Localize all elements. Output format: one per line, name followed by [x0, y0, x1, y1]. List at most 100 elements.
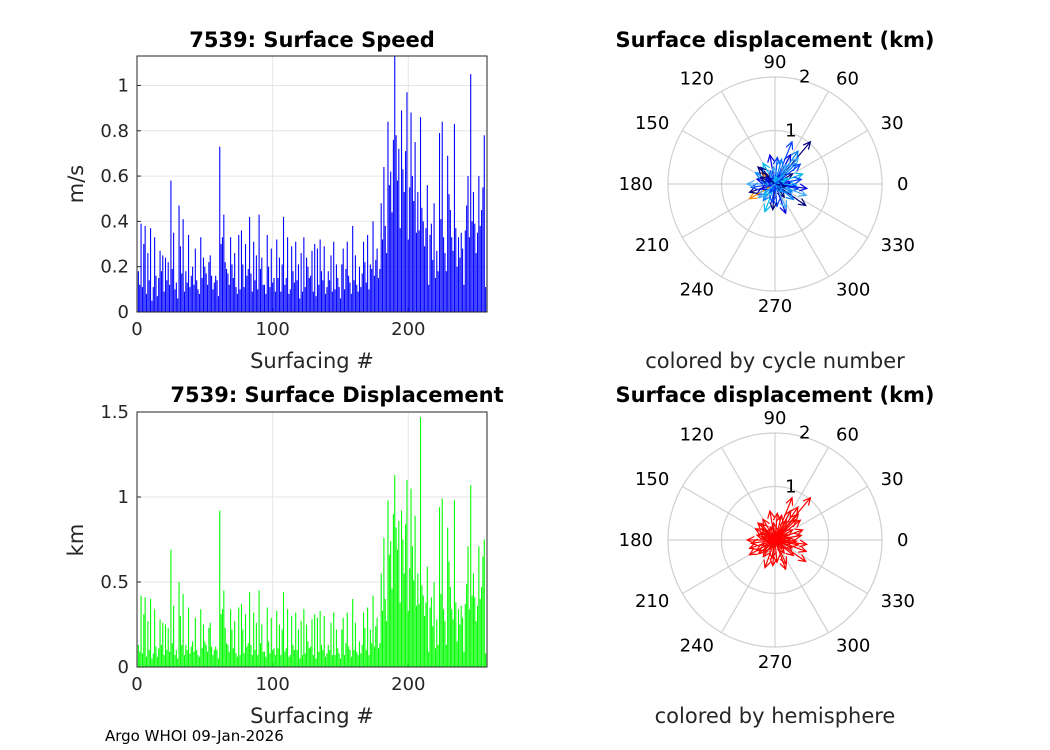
- displacement-bar: [274, 655, 276, 667]
- displacement-bar: [295, 612, 297, 667]
- speed-bar: [449, 210, 451, 312]
- displacement-bar: [141, 653, 143, 667]
- displacement-chart: 7539: Surface Displacement 0 100 200 0 0…: [64, 383, 504, 728]
- displacement-bar: [470, 485, 472, 667]
- displacement-bar: [244, 614, 247, 667]
- displacement-bar: [425, 602, 427, 667]
- speed-bar: [268, 266, 270, 312]
- displacement-bar: [285, 648, 287, 667]
- speed-bar: [152, 287, 154, 312]
- displacement-ytick-1: 0.5: [100, 572, 129, 593]
- speed-bar: [221, 237, 224, 312]
- speed-bar: [280, 291, 282, 312]
- displacement-bar: [155, 646, 157, 667]
- displacement-bar: [174, 655, 176, 667]
- displacement-bar: [315, 658, 317, 667]
- speed-bar: [471, 221, 473, 312]
- speed-bar: [239, 289, 241, 312]
- displacement-bar: [383, 537, 385, 667]
- speed-bar: [409, 187, 411, 312]
- speed-bar: [202, 257, 205, 312]
- displacement-bar: [280, 655, 282, 667]
- displacement-bar: [459, 624, 461, 667]
- speed-bar: [334, 289, 336, 312]
- displacement-bar: [148, 650, 150, 667]
- speed-bar: [312, 291, 314, 312]
- displacement-bar: [399, 602, 401, 667]
- speed-bar: [276, 239, 278, 312]
- displacement-bar: [204, 641, 206, 667]
- polar-cycle-arrows: [745, 140, 812, 215]
- speed-bar: [246, 275, 248, 312]
- speed-bar: [174, 289, 176, 312]
- displacement-bar: [152, 653, 154, 667]
- displacement-bar: [232, 648, 234, 667]
- speed-bar: [360, 287, 362, 312]
- displacement-bar: [464, 604, 466, 667]
- speed-bar: [443, 237, 445, 312]
- speed-bar: [331, 291, 333, 312]
- speed-bar: [320, 271, 323, 312]
- displacement-axes-box: [136, 411, 488, 668]
- displacement-ytick-2: 1: [118, 487, 129, 508]
- speed-bar: [182, 219, 184, 312]
- speed-bar: [158, 278, 160, 312]
- polar-hemisphere-angle-270: 270: [758, 652, 792, 673]
- speed-bar: [297, 264, 299, 312]
- speed-bar: [437, 271, 439, 312]
- polar-hemisphere-angle-240: 240: [680, 636, 714, 657]
- displacement-bar: [171, 643, 173, 667]
- speed-bar: [369, 264, 371, 312]
- displacement-bar: [230, 609, 232, 667]
- speed-bar: [326, 287, 328, 312]
- speed-bar: [253, 241, 255, 312]
- speed-bar: [217, 296, 219, 312]
- displacement-bar: [246, 646, 248, 667]
- displacement-bar: [167, 627, 169, 667]
- displacement-bar: [339, 658, 342, 667]
- displacement-bar: [352, 599, 354, 667]
- speed-bar: [164, 257, 167, 312]
- speed-bar: [207, 284, 209, 312]
- displacement-bar: [417, 573, 419, 667]
- displacement-bar: [382, 610, 384, 667]
- displacement-bar: [360, 653, 362, 667]
- displacement-bar: [331, 655, 333, 667]
- displacement-bar: [219, 510, 221, 667]
- speed-xtick-1: 100: [255, 319, 289, 340]
- speed-bar: [365, 282, 367, 312]
- displacement-bar: [312, 655, 314, 667]
- displacement-bar: [139, 651, 141, 667]
- displacement-bar: [481, 587, 483, 667]
- speed-bar: [455, 228, 457, 312]
- speed-xtick-0: 0: [131, 319, 142, 340]
- speed-bar: [434, 278, 436, 312]
- speed-bar: [406, 92, 408, 312]
- polar-hemisphere-arrow: [774, 539, 785, 550]
- speed-bar: [303, 237, 305, 312]
- displacement-bar: [223, 590, 225, 667]
- displacement-bar: [316, 617, 318, 667]
- polar-hemisphere-rtick-1: 1: [785, 476, 796, 497]
- speed-bar: [394, 56, 396, 312]
- speed-bar: [143, 244, 145, 312]
- displacement-ytick-0: 0: [118, 657, 129, 678]
- speed-bar: [257, 289, 259, 312]
- speed-bar: [300, 253, 302, 312]
- polar-hemisphere-angle-330: 330: [881, 591, 915, 612]
- speed-ytick-3: 0.6: [100, 166, 129, 187]
- displacement-bar: [390, 541, 392, 667]
- displacement-bar: [234, 621, 236, 667]
- displacement-bar: [436, 619, 438, 667]
- speed-bar: [308, 278, 310, 312]
- displacement-bar: [445, 644, 447, 667]
- displacement-bar: [310, 646, 312, 667]
- speed-axes-box: [136, 55, 488, 313]
- speed-bar: [306, 257, 308, 312]
- displacement-bar: [145, 656, 148, 667]
- polar-cycle-angle-120: 120: [680, 68, 714, 89]
- displacement-bar: [307, 641, 309, 667]
- displacement-bar: [344, 655, 346, 667]
- displacement-bar: [175, 650, 177, 667]
- speed-bar: [262, 284, 264, 312]
